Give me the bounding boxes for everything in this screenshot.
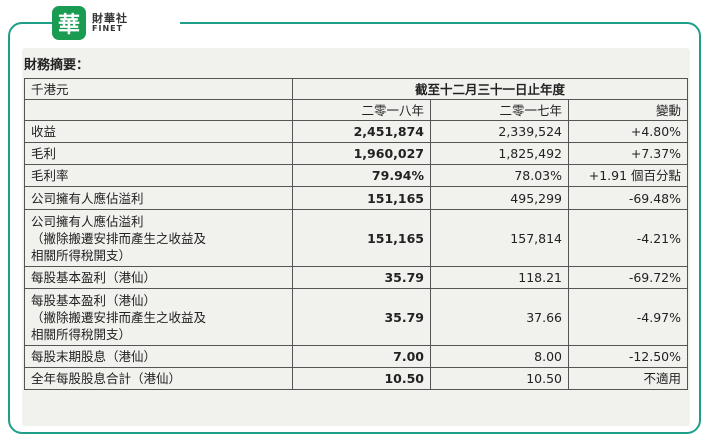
logo-name-en: FINET (92, 23, 124, 33)
table-row: 全年每股股息合計（港仙） 10.50 10.50 不適用 (24, 367, 689, 390)
row-label: 全年每股股息合計（港仙） (24, 367, 293, 390)
value-2018: 79.94% (292, 164, 431, 187)
value-2018: 151,165 (292, 209, 431, 267)
row-label: 每股末期股息（港仙） (24, 345, 293, 368)
value-2018: 2,451,874 (292, 120, 431, 143)
value-2017: 10.50 (430, 367, 569, 390)
value-2017: 8.00 (430, 345, 569, 368)
value-2018: 35.79 (292, 266, 431, 289)
value-change: -4.97% (567, 288, 689, 346)
logo-name-cn: 財華社 (92, 12, 128, 26)
row-label-line: 公司擁有人應佔溢利 (31, 213, 144, 229)
table-row: 收益 2,451,874 2,339,524 +4.80% (24, 120, 689, 143)
value-change: 不適用 (567, 367, 689, 390)
logo-mark: 華 (52, 6, 86, 40)
value-change: -4.21% (567, 209, 689, 267)
value-2017: 78.03% (430, 164, 569, 187)
value-2017: 118.21 (430, 266, 569, 289)
logo-text: 財華社 FINET (92, 13, 128, 33)
value-2018: 151,165 (292, 186, 431, 210)
period-header: 截至十二月三十一日止年度 (291, 78, 689, 100)
row-label: 公司擁有人應佔溢利 (24, 186, 293, 210)
column-header-change: 變動 (567, 99, 689, 121)
finet-logo: 華 財華社 FINET (52, 6, 180, 40)
table-row: 每股基本盈利（港仙） （撇除搬遷安排而產生之收益及 相關所得稅開支） 35.79… (24, 288, 689, 346)
row-label-line: 相關所得稅開支） (31, 326, 132, 342)
table-row: 每股基本盈利（港仙） 35.79 118.21 -69.72% (24, 266, 689, 289)
table-row: 每股末期股息（港仙） 7.00 8.00 -12.50% (24, 345, 689, 368)
section-heading: 財務摘要： (24, 58, 90, 73)
value-change: +1.91 個百分點 (567, 164, 689, 187)
row-label: 收益 (24, 120, 293, 143)
row-label-line: 每股基本盈利（港仙） (31, 292, 157, 308)
row-label-line: （撇除搬遷安排而產生之收益及 (31, 230, 207, 246)
column-header-2018: 二零一八年 (292, 99, 431, 121)
value-2018: 10.50 (292, 367, 431, 390)
table-row: 公司擁有人應佔溢利 151,165 495,299 -69.48% (24, 186, 689, 210)
value-2018: 35.79 (292, 288, 431, 346)
table-row: 毛利率 79.94% 78.03% +1.91 個百分點 (24, 164, 689, 187)
empty-header-cell (24, 99, 293, 121)
value-2017: 157,814 (430, 209, 569, 267)
table-row: 公司擁有人應佔溢利 （撇除搬遷安排而產生之收益及 相關所得稅開支） 151,16… (24, 209, 689, 267)
row-label: 毛利 (24, 142, 293, 165)
value-2017: 37.66 (430, 288, 569, 346)
value-2018: 1,960,027 (292, 142, 431, 165)
row-label: 毛利率 (24, 164, 293, 187)
value-change: -12.50% (567, 345, 689, 368)
table-row: 毛利 1,960,027 1,825,492 +7.37% (24, 142, 689, 165)
row-label-multiline: 每股基本盈利（港仙） （撇除搬遷安排而產生之收益及 相關所得稅開支） (24, 288, 293, 346)
column-header-2017: 二零一七年 (430, 99, 569, 121)
financial-summary-table: 千港元 截至十二月三十一日止年度 二零一八年 二零一七年 變動 收益 2,451… (24, 78, 689, 390)
table-header-row: 千港元 截至十二月三十一日止年度 (24, 78, 689, 100)
value-change: +7.37% (567, 142, 689, 165)
value-change: +4.80% (567, 120, 689, 143)
row-label-line: （撇除搬遷安排而產生之收益及 (31, 309, 207, 325)
row-label-line: 相關所得稅開支） (31, 247, 132, 263)
unit-cell: 千港元 (24, 78, 293, 100)
value-2017: 1,825,492 (430, 142, 569, 165)
value-change: -69.72% (567, 266, 689, 289)
row-label: 每股基本盈利（港仙） (24, 266, 293, 289)
table-subheader-row: 二零一八年 二零一七年 變動 (24, 99, 689, 121)
row-label-multiline: 公司擁有人應佔溢利 （撇除搬遷安排而產生之收益及 相關所得稅開支） (24, 209, 293, 267)
value-change: -69.48% (567, 186, 689, 210)
value-2017: 495,299 (430, 186, 569, 210)
value-2018: 7.00 (292, 345, 431, 368)
value-2017: 2,339,524 (430, 120, 569, 143)
